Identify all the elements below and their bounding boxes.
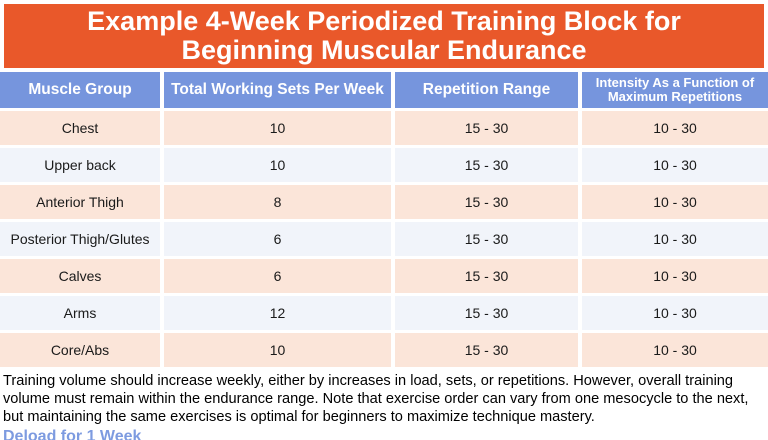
cell-muscle-group: Core/Abs	[0, 333, 160, 367]
title-banner: Example 4-Week Periodized Training Block…	[4, 4, 764, 68]
cell-sets: 12	[164, 296, 391, 330]
cell-rep-range: 15 - 30	[395, 148, 578, 182]
cell-muscle-group: Upper back	[0, 148, 160, 182]
cell-rep-range: 15 - 30	[395, 111, 578, 145]
cell-muscle-group: Anterior Thigh	[0, 185, 160, 219]
cell-sets: 8	[164, 185, 391, 219]
cell-muscle-group: Posterior Thigh/Glutes	[0, 222, 160, 256]
column-header-repetition-range: Repetition Range	[395, 72, 578, 108]
column-header-intensity: Intensity As a Function of Maximum Repet…	[582, 72, 768, 108]
cell-intensity: 10 - 30	[582, 222, 768, 256]
deload-label: Deload for 1 Week	[3, 428, 142, 440]
cell-sets: 10	[164, 148, 391, 182]
column-header-sets-per-week: Total Working Sets Per Week	[164, 72, 391, 108]
cell-rep-range: 15 - 30	[395, 222, 578, 256]
training-table: Muscle Group Total Working Sets Per Week…	[0, 72, 768, 367]
cell-rep-range: 15 - 30	[395, 296, 578, 330]
cell-intensity: 10 - 30	[582, 185, 768, 219]
cell-rep-range: 15 - 30	[395, 185, 578, 219]
cell-muscle-group: Calves	[0, 259, 160, 293]
title-line-1: Example 4-Week Periodized Training Block…	[87, 6, 681, 36]
cell-rep-range: 15 - 30	[395, 333, 578, 367]
cell-muscle-group: Chest	[0, 111, 160, 145]
cell-sets: 6	[164, 259, 391, 293]
column-header-muscle-group: Muscle Group	[0, 72, 160, 108]
cell-sets: 10	[164, 111, 391, 145]
cell-intensity: 10 - 30	[582, 333, 768, 367]
cell-intensity: 10 - 30	[582, 111, 768, 145]
cell-intensity: 10 - 30	[582, 259, 768, 293]
cell-rep-range: 15 - 30	[395, 259, 578, 293]
cell-intensity: 10 - 30	[582, 296, 768, 330]
cell-sets: 6	[164, 222, 391, 256]
training-volume-note: Training volume should increase weekly, …	[3, 373, 749, 425]
cell-intensity: 10 - 30	[582, 148, 768, 182]
cell-muscle-group: Arms	[0, 296, 160, 330]
cell-sets: 10	[164, 333, 391, 367]
title-line-2: Beginning Muscular Endurance	[181, 35, 587, 65]
